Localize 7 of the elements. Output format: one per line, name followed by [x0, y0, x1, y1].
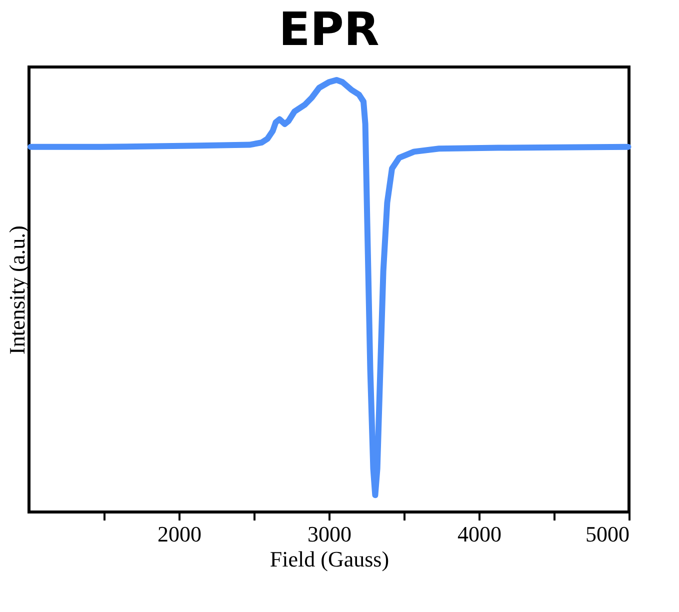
chart-title: EPR	[278, 2, 380, 56]
x-tick-label: 3000	[308, 522, 352, 546]
y-axis-title: Intensity (a.u.)	[4, 226, 30, 354]
x-tick-label: 4000	[458, 522, 502, 546]
x-axis-title: Field (Gauss)	[270, 546, 390, 572]
x-tick-label: 5000	[586, 522, 630, 546]
x-tick-label: 2000	[158, 522, 202, 546]
